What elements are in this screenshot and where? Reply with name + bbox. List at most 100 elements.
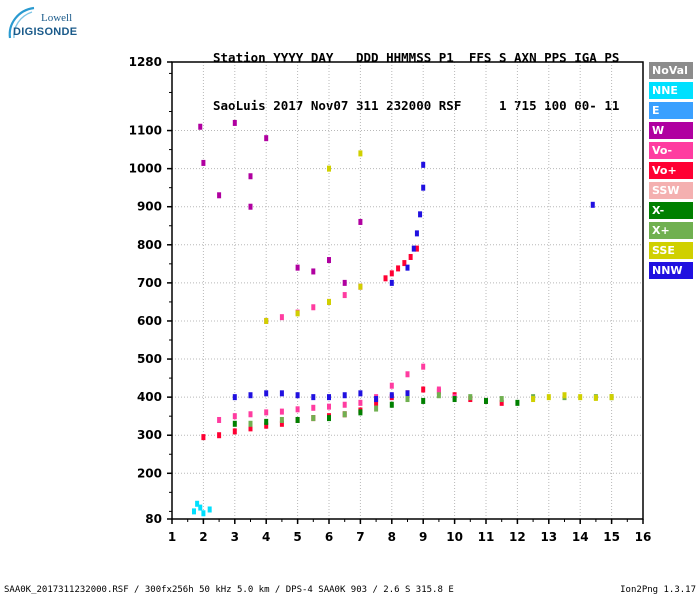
data-point xyxy=(374,405,379,412)
x-tick-label: 5 xyxy=(293,530,301,544)
legend-item-nne: NNE xyxy=(649,82,693,99)
data-point xyxy=(436,386,441,393)
x-tick-label: 7 xyxy=(356,530,364,544)
series-sse xyxy=(264,150,614,403)
logo-swoosh-icon xyxy=(8,6,35,39)
plot-frame xyxy=(171,61,644,520)
data-point xyxy=(405,396,410,403)
x-tick-label: 10 xyxy=(446,530,463,544)
data-point xyxy=(217,192,222,199)
data-point xyxy=(232,420,237,427)
data-point xyxy=(421,363,426,370)
data-point xyxy=(279,314,284,321)
data-point xyxy=(198,504,203,511)
y-tick-label: 900 xyxy=(137,200,162,214)
data-point xyxy=(342,279,347,286)
data-point xyxy=(198,123,203,130)
legend-item-nnw: NNW xyxy=(649,262,693,279)
series-nnw xyxy=(232,161,595,403)
data-point xyxy=(232,119,237,126)
x-tick-label: 4 xyxy=(262,530,270,544)
data-point xyxy=(232,394,237,401)
data-point xyxy=(358,390,363,397)
data-point xyxy=(207,506,212,513)
logo-line2: DIGISONDE xyxy=(13,26,78,38)
data-point xyxy=(264,422,269,429)
series-vo- xyxy=(217,283,457,423)
y-tick-label: 800 xyxy=(137,238,162,252)
series-x+ xyxy=(248,392,614,427)
data-point xyxy=(405,264,410,271)
data-point xyxy=(295,310,300,317)
series-x- xyxy=(232,396,520,427)
data-point xyxy=(396,265,401,272)
data-point xyxy=(342,392,347,399)
data-point xyxy=(264,418,269,425)
data-point xyxy=(358,150,363,157)
y-tick-label: 400 xyxy=(137,390,162,404)
data-point xyxy=(327,165,331,172)
data-point xyxy=(578,394,583,401)
axis-ticks: 1 2 3 4 5 6 7 8 9 10 11 12 13 14 15 1680200300400500600… xyxy=(129,55,652,544)
data-point xyxy=(546,394,551,401)
y-tick-label: 80 xyxy=(145,512,162,526)
legend-item-vominus: Vo- xyxy=(649,142,693,159)
data-point xyxy=(327,394,331,401)
x-tick-label: 2 xyxy=(199,530,207,544)
data-point xyxy=(279,408,284,415)
plot-border xyxy=(171,61,644,520)
data-point xyxy=(421,184,426,191)
data-point xyxy=(191,508,196,515)
x-tick-label: 3 xyxy=(231,530,239,544)
legend-item-xplus: X+ xyxy=(649,222,693,239)
data-point xyxy=(248,392,253,399)
data-point xyxy=(499,396,504,403)
legend-item-xminus: X- xyxy=(649,202,693,219)
data-point xyxy=(342,292,347,299)
data-point xyxy=(389,279,394,286)
legend-item-e: E xyxy=(649,102,693,119)
data-point xyxy=(201,510,206,517)
data-point xyxy=(593,394,598,401)
series-w xyxy=(198,119,363,286)
y-tick-label: 200 xyxy=(137,466,162,480)
data-point xyxy=(327,257,331,264)
data-point xyxy=(389,392,394,399)
data-point xyxy=(264,317,269,324)
data-point xyxy=(358,283,363,290)
data-point xyxy=(217,432,222,439)
data-point xyxy=(421,397,426,404)
data-point xyxy=(311,304,316,311)
data-point xyxy=(342,411,347,418)
data-point xyxy=(279,416,284,423)
plot-grid xyxy=(172,62,643,519)
legend-item-voplus: Vo+ xyxy=(649,162,693,179)
data-point xyxy=(195,500,200,507)
data-point xyxy=(562,392,567,399)
data-point xyxy=(484,397,488,404)
data-point xyxy=(405,390,410,397)
data-point xyxy=(342,401,347,408)
x-tick-label: 12 xyxy=(509,530,526,544)
data-point xyxy=(311,415,316,422)
data-point xyxy=(374,399,379,406)
y-tick-label: 500 xyxy=(137,352,162,366)
data-point xyxy=(295,392,300,399)
footer-version: Ion2Png 1.3.17 xyxy=(620,585,696,595)
data-point xyxy=(279,390,284,397)
y-tick-label: 600 xyxy=(137,314,162,328)
data-point xyxy=(374,396,379,403)
data-point xyxy=(327,298,331,305)
data-point xyxy=(389,401,394,408)
data-point xyxy=(264,390,269,397)
data-point xyxy=(436,392,441,399)
data-point xyxy=(311,268,316,275)
legend-item-sse: SSE xyxy=(649,242,693,259)
legend-item-ssw: SSW xyxy=(649,182,693,199)
data-point xyxy=(201,159,206,166)
data-point xyxy=(232,413,237,420)
data-point xyxy=(217,416,222,423)
data-point xyxy=(311,404,316,411)
polarization-legend: NoVal NNE E W Vo- Vo+ SSW X- X+ SSE NNW xyxy=(649,62,693,282)
series-vo+ xyxy=(201,245,504,441)
